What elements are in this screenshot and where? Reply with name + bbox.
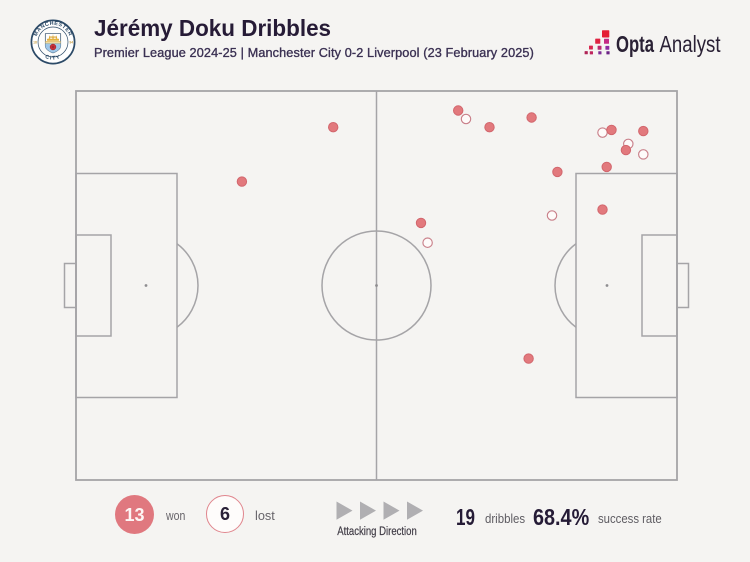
penalty-spot-left	[144, 284, 148, 287]
dribble-dot-lost	[638, 149, 649, 160]
page-subtitle: Premier League 2024-25 | Manchester City…	[94, 44, 534, 60]
opta-mark-square	[606, 51, 610, 55]
dribbles-label: dribbles	[484, 510, 525, 526]
legend-lost-label: lost	[255, 507, 275, 523]
attacking-direction-arrows	[336, 501, 423, 520]
dribble-dot-lost	[546, 210, 558, 221]
dribble-dots-layer	[236, 105, 649, 364]
badge-ship	[47, 33, 59, 41]
pitch-markings	[63, 90, 690, 481]
badge-rose	[49, 43, 57, 51]
arrow-icon-4	[407, 501, 423, 520]
badge-shield	[44, 33, 62, 54]
arrow-icon-2	[360, 501, 376, 520]
dribble-dot-won	[620, 144, 632, 156]
penalty-spot-right	[605, 284, 609, 287]
centre-circle	[321, 230, 432, 341]
dribble-dot-won	[552, 166, 563, 178]
dribble-dot-lost	[422, 237, 433, 248]
opta-analyst-logo: Opta Analyst	[584, 30, 721, 57]
dribble-dot-won	[638, 125, 649, 137]
dribble-dot-lost	[460, 113, 472, 125]
opta-mark-square	[589, 45, 593, 50]
page-title: Jérémy Doku Dribbles	[94, 15, 332, 41]
arrow-icon-3	[383, 501, 400, 520]
success-rate-value: 68.4%	[533, 504, 590, 530]
badge-text-city: CITY	[44, 54, 62, 62]
opta-mark-icon	[584, 30, 610, 55]
dribble-dot-won	[236, 176, 248, 187]
penalty-arc-right	[554, 243, 577, 328]
dribble-dot-won	[453, 105, 464, 116]
success-rate-label: success rate	[597, 510, 662, 526]
arrow-icon-1	[336, 501, 353, 520]
opta-mark-square	[589, 51, 593, 55]
opta-wordmark-light: Analyst	[660, 31, 721, 57]
centre-spot	[375, 284, 378, 287]
opta-mark-square	[595, 38, 601, 44]
dribbles-value: 19	[455, 504, 475, 530]
dribble-dot-won	[523, 353, 534, 364]
dribble-dot-won	[484, 122, 495, 133]
dribble-dot-won	[328, 122, 339, 133]
legend-won-label: won	[166, 507, 186, 523]
attacking-direction-label: Attacking Direction	[337, 526, 417, 538]
penalty-area-right	[575, 172, 678, 399]
badge-year-right: 94	[69, 40, 73, 44]
opta-mark-square	[584, 51, 588, 55]
opta-mark-square	[597, 45, 602, 50]
badge-year-left: 18	[33, 40, 37, 44]
penalty-area-left	[75, 172, 178, 399]
opta-mark-square	[598, 51, 602, 55]
opta-mark-square	[605, 45, 610, 50]
legend-won-count: 13	[124, 504, 145, 525]
dribble-dot-lost	[597, 127, 608, 138]
dribble-dot-won	[601, 161, 612, 173]
opta-mark-square	[602, 30, 610, 38]
dribble-dot-won	[597, 204, 608, 215]
legend-lost-badge: 6	[206, 495, 244, 533]
six-yard-box-right	[641, 234, 678, 337]
opta-wordmark-bold: Opta	[616, 31, 654, 57]
goal-right	[676, 262, 690, 309]
dribble-dot-won	[606, 124, 617, 136]
six-yard-box-left	[75, 234, 112, 337]
legend-won-badge: 13	[115, 495, 154, 534]
goal-left	[63, 262, 77, 309]
legend-lost-count: 6	[219, 504, 230, 524]
penalty-arc-left	[176, 243, 199, 328]
opta-mark-square	[604, 38, 609, 44]
manchester-city-badge: MANCHESTER CITY 18 94	[30, 19, 76, 65]
dribble-dot-won	[415, 217, 427, 229]
dribble-dot-won	[526, 112, 537, 123]
arrow-icons	[336, 501, 423, 520]
